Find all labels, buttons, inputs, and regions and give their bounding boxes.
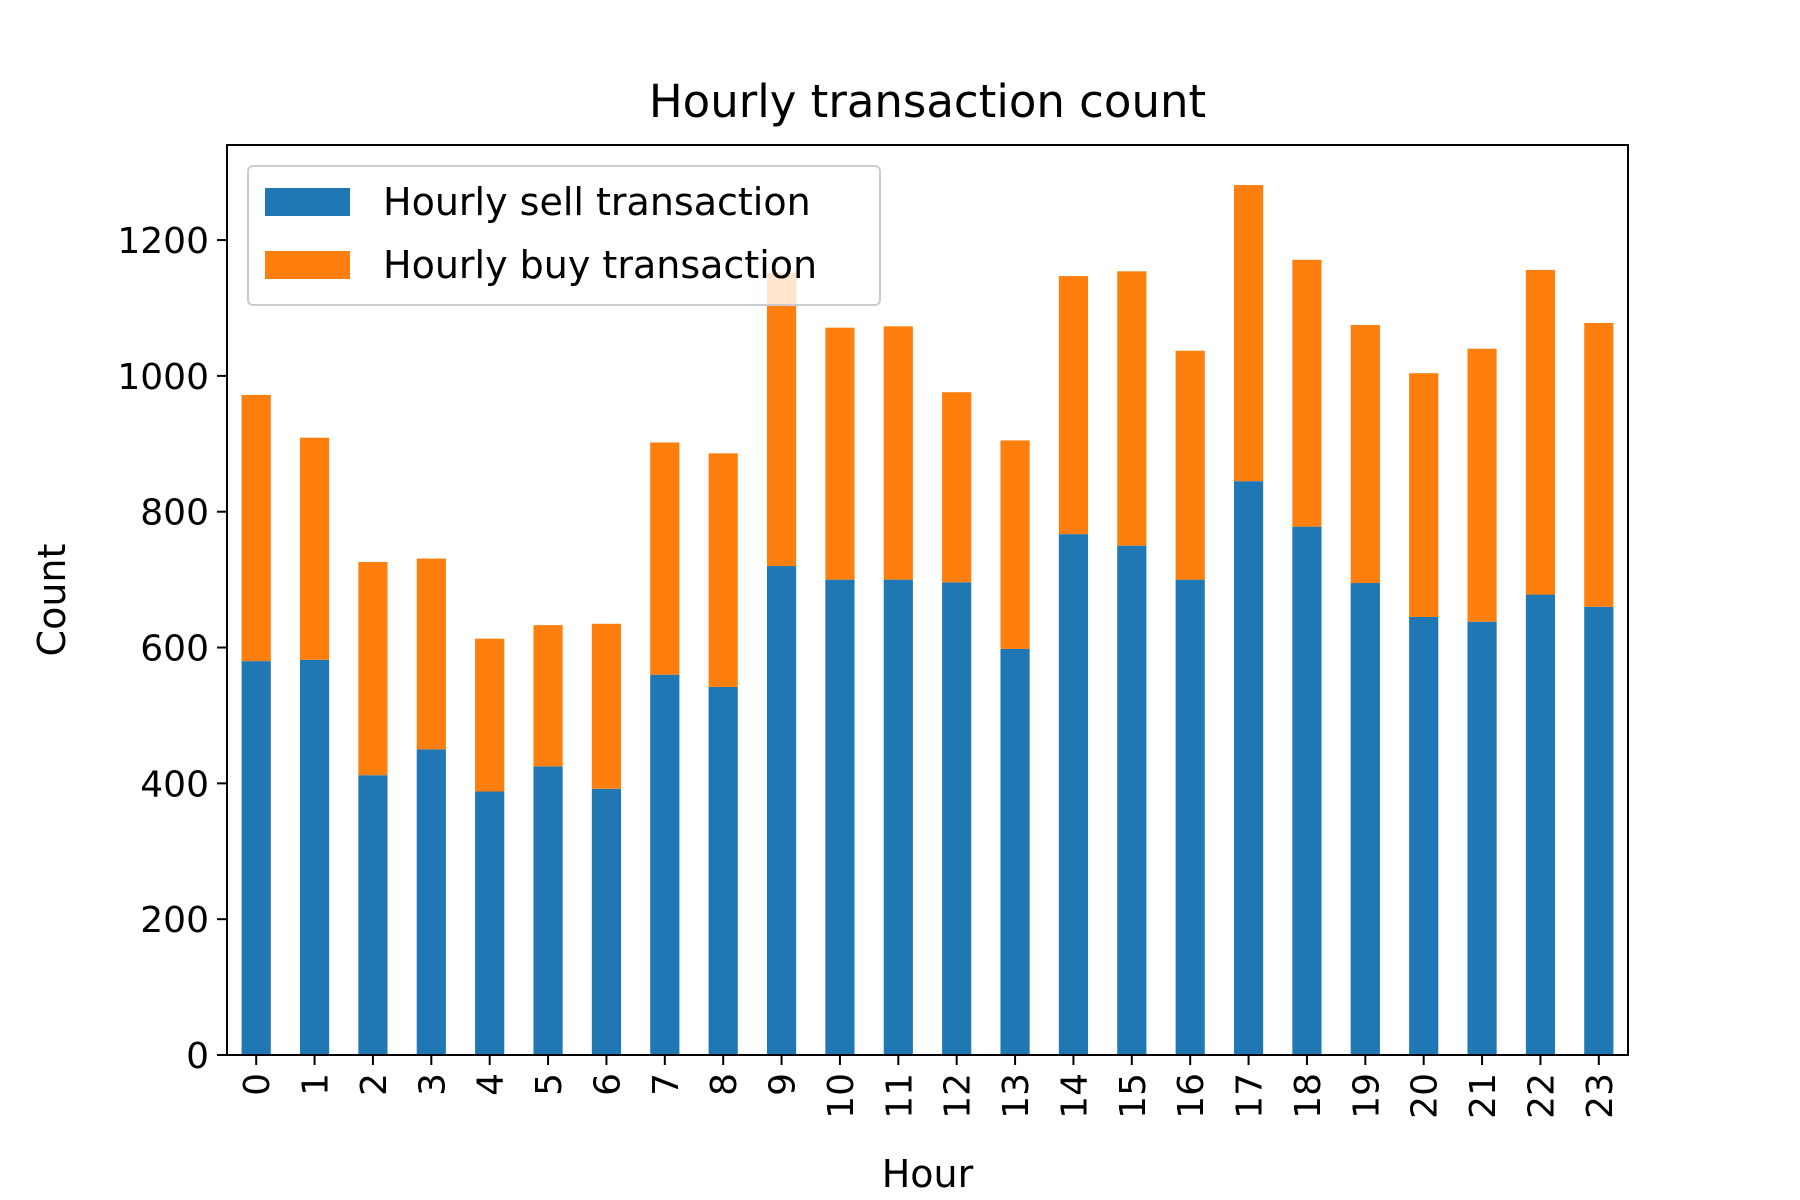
bar-buy-hour-6 [591, 623, 622, 789]
x-tick-label-13: 13 [996, 1073, 1037, 1119]
x-tick-label-17: 17 [1230, 1073, 1271, 1119]
legend-label-buy: Hourly buy transaction [383, 243, 817, 287]
chart-title: Hourly transaction count [649, 75, 1206, 128]
x-tick-label-4: 4 [471, 1073, 512, 1096]
plot-frame [226, 144, 1629, 1056]
bar-sell-hour-11 [883, 579, 913, 1055]
bar-buy-hour-1 [299, 437, 330, 660]
bar-sell-hour-16 [1175, 579, 1205, 1055]
bar-buy-hour-14 [1058, 276, 1089, 535]
bar-buy-hour-22 [1525, 269, 1556, 595]
y-tick-label-1000: 1000 [117, 357, 209, 398]
y-tick-label-800: 800 [140, 493, 209, 534]
bar-buy-hour-4 [475, 638, 505, 792]
x-tick-label-10: 10 [821, 1073, 862, 1119]
x-tick-label-19: 19 [1346, 1073, 1387, 1119]
x-tick-label-0: 0 [237, 1073, 278, 1096]
y-tick-label-600: 600 [140, 629, 209, 670]
bar-sell-hour-7 [650, 674, 680, 1055]
bar-sell-hour-0 [241, 661, 271, 1055]
axes-group [226, 144, 1629, 1056]
bar-buy-hour-21 [1467, 348, 1497, 622]
y-tick-label-1200: 1200 [117, 221, 209, 262]
bar-buy-hour-9 [766, 272, 797, 567]
x-tick-label-20: 20 [1405, 1073, 1446, 1119]
bar-sell-hour-1 [299, 659, 330, 1055]
bar-sell-hour-19 [1350, 583, 1380, 1055]
y-tick-label-200: 200 [140, 900, 209, 941]
bar-buy-hour-3 [416, 558, 446, 750]
bar-buy-hour-11 [883, 326, 913, 580]
y-tick-label-0: 0 [186, 1036, 209, 1077]
bar-buy-hour-7 [650, 442, 680, 675]
bar-sell-hour-5 [533, 766, 563, 1055]
bar-buy-hour-10 [825, 327, 855, 580]
bar-buy-hour-23 [1584, 322, 1614, 607]
x-ticks-group: 0 1 2 3 4 5 6 7 8 9 10 11 12 13 14 15 16 17 18 19 20 21 22 23 [237, 1055, 1621, 1119]
bar-buy-hour-12 [942, 392, 972, 583]
x-tick-label-12: 12 [938, 1073, 979, 1119]
bar-sell-hour-23 [1584, 606, 1614, 1055]
bar-buy-hour-2 [358, 561, 388, 776]
bar-sell-hour-10 [825, 579, 855, 1055]
legend-label-sell: Hourly sell transaction [383, 180, 811, 224]
x-tick-label-16: 16 [1171, 1073, 1212, 1119]
x-tick-label-7: 7 [646, 1073, 687, 1096]
bar-sell-hour-4 [475, 791, 505, 1055]
bar-sell-hour-20 [1409, 616, 1439, 1055]
y-ticks-group: 0 200 400 600 800 1000 1200 [117, 221, 227, 1077]
y-axis-label: Count [30, 544, 74, 657]
x-axis-label: Hour [882, 1152, 974, 1196]
bar-buy-hour-16 [1175, 350, 1205, 580]
legend-swatch-sell [265, 188, 350, 216]
bar-buy-hour-20 [1409, 373, 1439, 617]
bar-sell-hour-18 [1292, 526, 1322, 1055]
bar-sell-hour-17 [1233, 481, 1264, 1055]
bar-sell-hour-14 [1058, 534, 1089, 1055]
bar-sell-hour-21 [1467, 621, 1497, 1055]
bar-sell-hour-6 [591, 788, 622, 1055]
bar-buy-hour-15 [1117, 271, 1147, 546]
x-tick-label-11: 11 [879, 1073, 920, 1119]
bar-buy-hour-0 [241, 394, 271, 662]
x-tick-label-2: 2 [354, 1073, 395, 1096]
bar-buy-hour-5 [533, 625, 563, 767]
bar-sell-hour-8 [708, 686, 738, 1055]
bar-buy-hour-17 [1233, 185, 1264, 482]
bar-buy-hour-19 [1350, 324, 1380, 584]
x-tick-label-18: 18 [1288, 1073, 1329, 1119]
x-tick-label-9: 9 [763, 1073, 804, 1096]
bar-sell-hour-13 [1000, 648, 1030, 1055]
bar-sell-hour-9 [766, 566, 797, 1055]
bar-sell-hour-15 [1117, 545, 1147, 1055]
x-tick-label-23: 23 [1580, 1073, 1621, 1119]
bar-sell-hour-3 [416, 749, 446, 1055]
bar-buy-hour-18 [1292, 259, 1322, 527]
y-tick-label-400: 400 [140, 764, 209, 805]
x-tick-label-5: 5 [529, 1073, 570, 1096]
bar-sell-hour-22 [1525, 594, 1556, 1055]
legend: Hourly sell transaction Hourly buy trans… [247, 165, 881, 306]
bar-buy-hour-13 [1000, 440, 1030, 649]
x-tick-label-21: 21 [1463, 1073, 1504, 1119]
bar-sell-hour-2 [358, 775, 388, 1055]
bar-buy-hour-8 [708, 453, 738, 687]
bar-sell-hour-12 [942, 582, 972, 1055]
x-tick-label-1: 1 [296, 1073, 337, 1096]
legend-box [247, 165, 881, 306]
x-tick-label-22: 22 [1521, 1073, 1562, 1119]
x-tick-label-3: 3 [412, 1073, 453, 1096]
x-tick-label-14: 14 [1054, 1073, 1095, 1119]
x-tick-label-8: 8 [704, 1073, 745, 1096]
bars-group [241, 185, 1614, 1055]
legend-swatch-buy [265, 251, 350, 279]
x-tick-label-6: 6 [587, 1073, 628, 1096]
x-tick-label-15: 15 [1113, 1073, 1154, 1119]
